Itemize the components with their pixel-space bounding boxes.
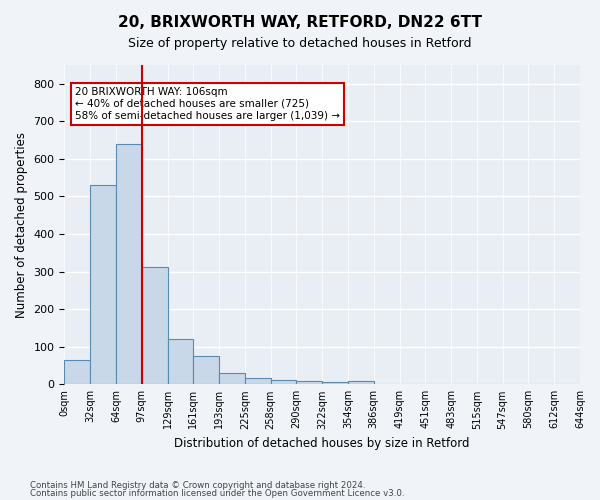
- Text: Contains public sector information licensed under the Open Government Licence v3: Contains public sector information licen…: [30, 488, 404, 498]
- Bar: [271, 380, 296, 384]
- Bar: [322, 382, 348, 384]
- Bar: [90, 185, 116, 384]
- Bar: [64, 360, 90, 384]
- Bar: [219, 373, 245, 384]
- Text: Size of property relative to detached houses in Retford: Size of property relative to detached ho…: [128, 38, 472, 51]
- Bar: [167, 339, 193, 384]
- Y-axis label: Number of detached properties: Number of detached properties: [15, 132, 28, 318]
- Bar: [193, 356, 219, 384]
- Bar: [245, 378, 271, 384]
- Text: Contains HM Land Registry data © Crown copyright and database right 2024.: Contains HM Land Registry data © Crown c…: [30, 481, 365, 490]
- Bar: [142, 267, 167, 384]
- Bar: [296, 380, 322, 384]
- Text: 20, BRIXWORTH WAY, RETFORD, DN22 6TT: 20, BRIXWORTH WAY, RETFORD, DN22 6TT: [118, 15, 482, 30]
- X-axis label: Distribution of detached houses by size in Retford: Distribution of detached houses by size …: [175, 437, 470, 450]
- Bar: [116, 144, 142, 384]
- Bar: [348, 380, 374, 384]
- Text: 20 BRIXWORTH WAY: 106sqm
← 40% of detached houses are smaller (725)
58% of semi-: 20 BRIXWORTH WAY: 106sqm ← 40% of detach…: [75, 88, 340, 120]
